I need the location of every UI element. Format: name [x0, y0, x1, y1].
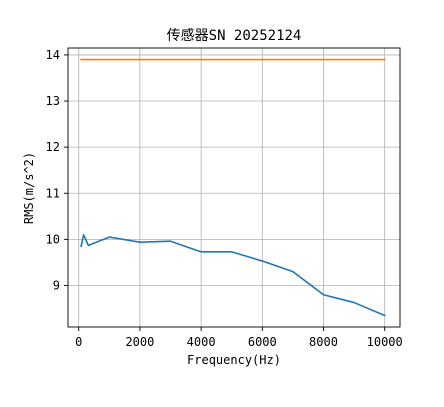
- x-tick-label: 6000: [248, 335, 277, 349]
- x-tick-label: 8000: [309, 335, 338, 349]
- x-tick-label: 4000: [187, 335, 216, 349]
- y-tick-label: 13: [46, 94, 60, 108]
- x-axis-label: Frequency(Hz): [187, 353, 281, 367]
- x-tick-label: 10000: [367, 335, 403, 349]
- plot-frame: [67, 47, 401, 328]
- chart-title: 传感器SN 20252124: [167, 27, 302, 44]
- y-tick-label: 12: [46, 140, 60, 154]
- tick-labels: 0 2000 4000 6000 8000 10000 9 10 11 12 13 14: [46, 48, 403, 349]
- x-tick-label: 2000: [125, 335, 154, 349]
- y-axis-label: RMS(m/s^2): [22, 152, 36, 224]
- y-tick-label: 11: [46, 186, 60, 200]
- y-tick-label: 9: [53, 278, 60, 292]
- y-tick-label: 10: [46, 232, 60, 246]
- series-lines: [80, 58, 386, 317]
- series-line: [80, 233, 386, 317]
- x-tick-label: 0: [75, 335, 82, 349]
- y-tick-label: 14: [46, 48, 60, 62]
- axes: [64, 47, 401, 331]
